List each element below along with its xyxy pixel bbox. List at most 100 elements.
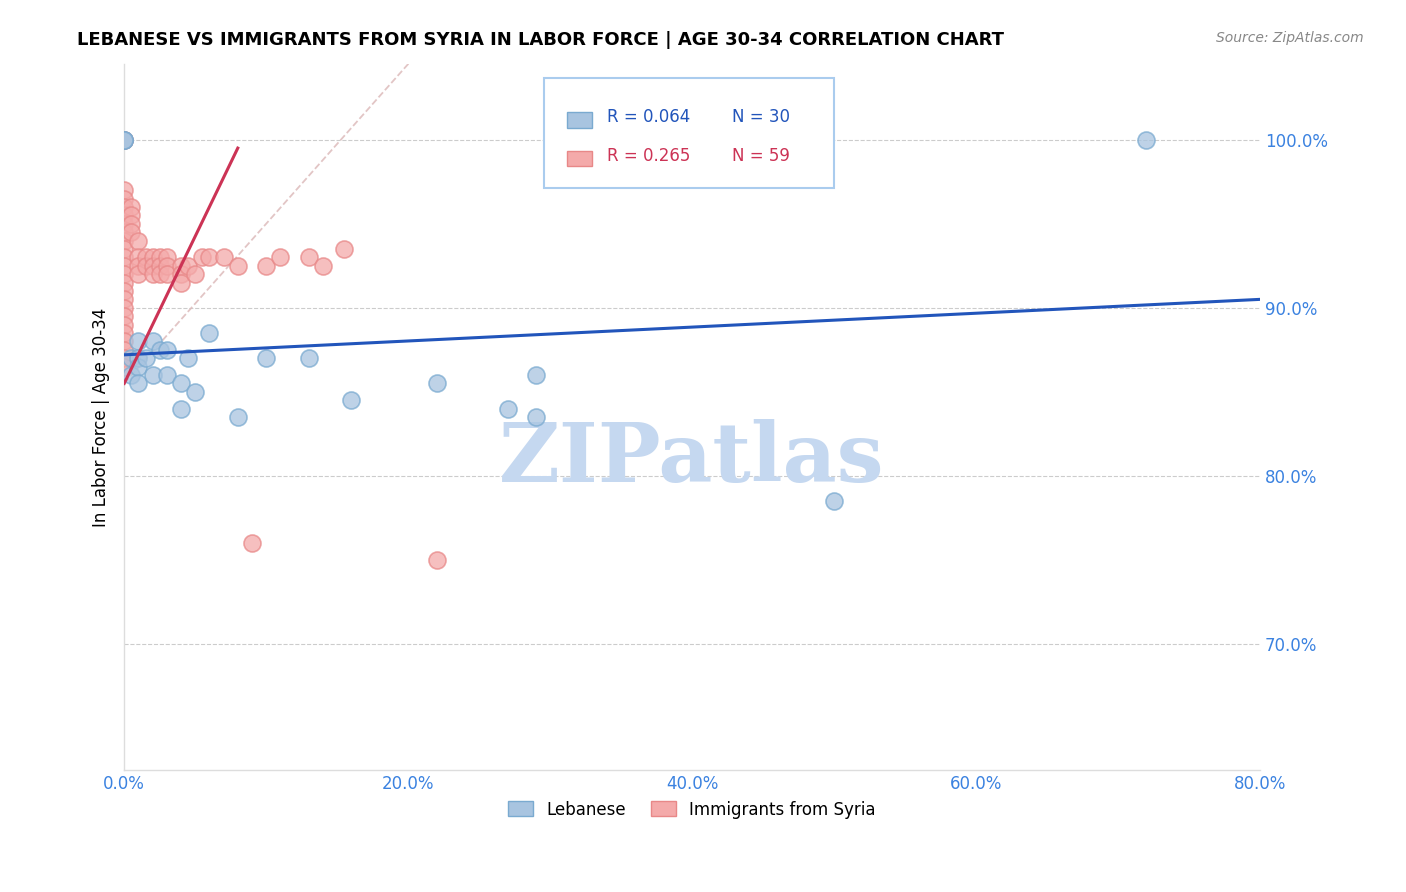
Point bbox=[333, 242, 356, 256]
Text: N = 30: N = 30 bbox=[731, 108, 790, 126]
Point bbox=[170, 267, 193, 281]
Point bbox=[226, 259, 249, 273]
Point bbox=[177, 351, 200, 366]
Point bbox=[170, 276, 193, 290]
Point bbox=[524, 368, 547, 382]
Point bbox=[112, 133, 135, 147]
Point bbox=[120, 351, 142, 366]
Text: ZIPatlas: ZIPatlas bbox=[499, 419, 884, 500]
Point bbox=[120, 200, 142, 214]
Point bbox=[298, 351, 321, 366]
Point bbox=[127, 359, 149, 374]
Point bbox=[120, 208, 142, 222]
Y-axis label: In Labor Force | Age 30-34: In Labor Force | Age 30-34 bbox=[93, 308, 110, 526]
Point bbox=[127, 376, 149, 391]
Point bbox=[149, 259, 172, 273]
FancyBboxPatch shape bbox=[567, 112, 592, 128]
Point bbox=[340, 393, 363, 408]
Point bbox=[112, 242, 135, 256]
Text: N = 59: N = 59 bbox=[731, 147, 790, 165]
Point bbox=[127, 251, 149, 265]
Point bbox=[112, 225, 135, 239]
Point bbox=[112, 217, 135, 231]
Point bbox=[112, 192, 135, 206]
Point bbox=[112, 318, 135, 332]
Point bbox=[240, 536, 263, 550]
Point bbox=[120, 225, 142, 239]
Point bbox=[156, 251, 179, 265]
Point bbox=[269, 251, 291, 265]
Point bbox=[134, 259, 156, 273]
Point bbox=[226, 410, 249, 425]
Point bbox=[112, 183, 135, 197]
Point bbox=[142, 334, 165, 349]
Point bbox=[127, 259, 149, 273]
Point bbox=[170, 259, 193, 273]
Point bbox=[149, 343, 172, 357]
Point bbox=[112, 133, 135, 147]
Point bbox=[112, 276, 135, 290]
Text: R = 0.265: R = 0.265 bbox=[607, 147, 690, 165]
Point bbox=[149, 251, 172, 265]
Point bbox=[142, 259, 165, 273]
Point bbox=[120, 368, 142, 382]
Point bbox=[112, 309, 135, 323]
Point bbox=[127, 334, 149, 349]
Point bbox=[142, 368, 165, 382]
Point bbox=[156, 368, 179, 382]
Point bbox=[112, 267, 135, 281]
Point bbox=[112, 251, 135, 265]
Point bbox=[425, 376, 447, 391]
Legend: Lebanese, Immigrants from Syria: Lebanese, Immigrants from Syria bbox=[502, 794, 883, 825]
Point bbox=[112, 200, 135, 214]
Point bbox=[112, 208, 135, 222]
Point bbox=[112, 334, 135, 349]
Point bbox=[170, 401, 193, 416]
Point bbox=[177, 259, 200, 273]
Point bbox=[112, 259, 135, 273]
Point bbox=[191, 251, 214, 265]
Point bbox=[198, 326, 221, 340]
Point bbox=[254, 259, 277, 273]
Point bbox=[254, 351, 277, 366]
FancyBboxPatch shape bbox=[567, 151, 592, 167]
Point bbox=[112, 301, 135, 315]
Text: Source: ZipAtlas.com: Source: ZipAtlas.com bbox=[1216, 31, 1364, 45]
Point bbox=[127, 234, 149, 248]
Point bbox=[524, 410, 547, 425]
Point bbox=[112, 351, 135, 366]
Text: LEBANESE VS IMMIGRANTS FROM SYRIA IN LABOR FORCE | AGE 30-34 CORRELATION CHART: LEBANESE VS IMMIGRANTS FROM SYRIA IN LAB… bbox=[77, 31, 1004, 49]
Point bbox=[112, 326, 135, 340]
Point bbox=[298, 251, 321, 265]
Point bbox=[112, 133, 135, 147]
Point bbox=[212, 251, 235, 265]
Point bbox=[134, 351, 156, 366]
Point bbox=[112, 133, 135, 147]
Point bbox=[112, 343, 135, 357]
Point bbox=[149, 267, 172, 281]
Point bbox=[142, 251, 165, 265]
Point bbox=[112, 359, 135, 374]
Point bbox=[1135, 133, 1157, 147]
Point bbox=[112, 284, 135, 298]
Point bbox=[312, 259, 335, 273]
Point bbox=[156, 267, 179, 281]
Point bbox=[112, 293, 135, 307]
Point bbox=[170, 376, 193, 391]
Point bbox=[198, 251, 221, 265]
Point bbox=[156, 343, 179, 357]
Point bbox=[142, 267, 165, 281]
Point bbox=[496, 401, 519, 416]
Point bbox=[112, 133, 135, 147]
Point bbox=[112, 234, 135, 248]
Point bbox=[823, 494, 845, 508]
Point bbox=[127, 351, 149, 366]
Point bbox=[127, 267, 149, 281]
FancyBboxPatch shape bbox=[544, 78, 834, 187]
Text: R = 0.064: R = 0.064 bbox=[607, 108, 690, 126]
Point bbox=[120, 217, 142, 231]
Point bbox=[184, 384, 207, 399]
Point bbox=[184, 267, 207, 281]
Point bbox=[156, 259, 179, 273]
Point bbox=[134, 251, 156, 265]
